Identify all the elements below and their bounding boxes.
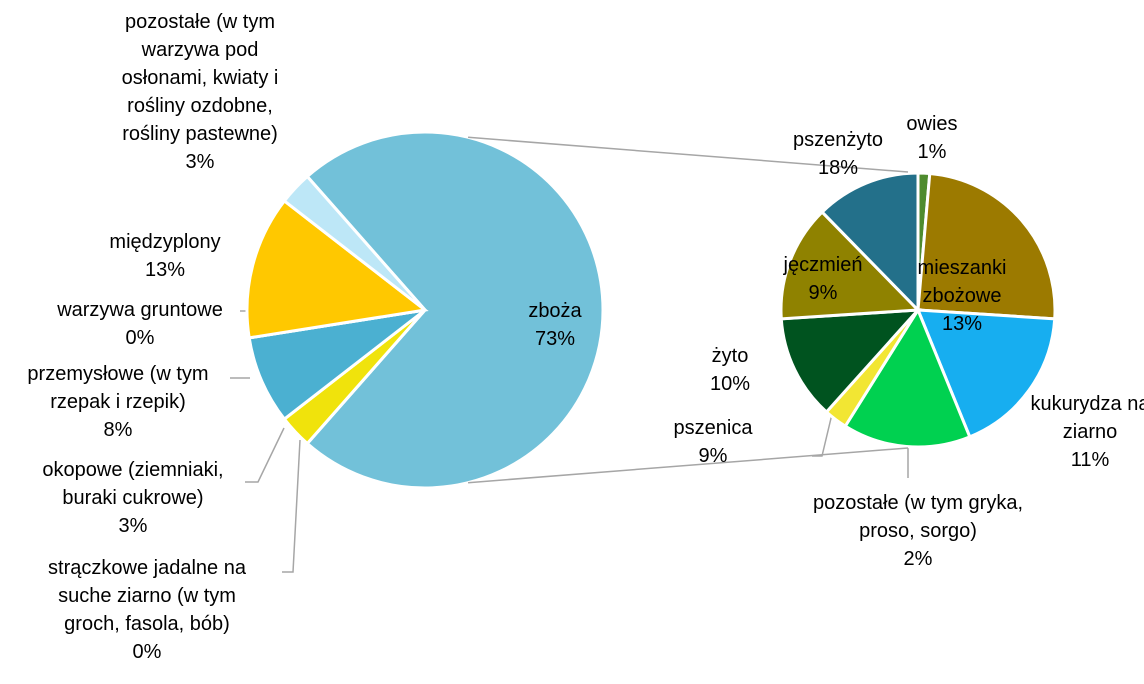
slice-label: zboża 73% — [495, 297, 615, 353]
pie-slice — [305, 130, 605, 490]
label-text: owies — [906, 113, 958, 135]
slice-label: międzyplony 13% — [85, 228, 245, 284]
slice-label: pszenżyto 18% — [788, 126, 888, 182]
label-text: żyto — [711, 345, 749, 367]
slice-label: pozostałe (w tym warzywa pod osłonami, k… — [100, 8, 300, 176]
label-text: zboża — [528, 300, 582, 322]
pie-slice — [843, 306, 972, 449]
slice-label: pozostałe (w tym gryka, proso, sorgo) 2% — [788, 489, 1048, 573]
pie-slice — [916, 171, 1057, 321]
label-text: 9% — [808, 282, 838, 304]
pie-slice — [820, 171, 920, 314]
label-text: pszenżyto — [792, 129, 884, 151]
label-text: 10% — [709, 373, 751, 395]
label-text: 3% — [118, 515, 148, 537]
label-text: okopowe (ziemniaki, buraki cukrowe) — [42, 459, 224, 509]
slice-label: kukurydza na ziarno 11% — [1030, 390, 1144, 474]
slice-label: jęczmień 9% — [783, 251, 863, 307]
leader-line — [282, 439, 301, 573]
pie-slice — [282, 174, 427, 312]
slice-label: pszenica 9% — [613, 414, 813, 470]
label-text: 2% — [903, 548, 933, 570]
label-text: przemysłowe (w tym rzepak i rzepik) — [27, 363, 209, 413]
pie-slice — [779, 209, 922, 321]
connector-line — [468, 136, 909, 173]
label-text: 13% — [941, 313, 983, 335]
label-text: 13% — [144, 259, 186, 281]
label-text: warzywa gruntowe — [57, 299, 223, 321]
leader-line — [245, 427, 285, 483]
pie-slice — [245, 198, 429, 340]
pie-slice — [779, 308, 922, 415]
slice-label: owies 1% — [892, 110, 972, 166]
label-text: 1% — [917, 141, 947, 163]
label-text: 11% — [1070, 449, 1110, 471]
slice-label: przemysłowe (w tym rzepak i rzepik) 8% — [3, 360, 233, 444]
connector-line — [468, 447, 909, 484]
label-text: pozostałe (w tym warzywa pod osłonami, k… — [121, 11, 279, 145]
label-text: 73% — [534, 328, 576, 350]
label-text: 18% — [817, 157, 859, 179]
label-text: pozostałe (w tym gryka, proso, sorgo) — [812, 492, 1024, 542]
label-text: 9% — [698, 445, 728, 467]
slice-label: strączkowe jadalne na suche ziarno (w ty… — [45, 554, 250, 666]
label-text: 8% — [103, 419, 133, 441]
slice-label: okopowe (ziemniaki, buraki cukrowe) 3% — [26, 456, 241, 540]
label-text: 0% — [132, 641, 162, 663]
label-text: kukurydza na ziarno — [1030, 393, 1144, 443]
label-text: mieszanki zbożowe — [917, 257, 1007, 307]
slice-label: żyto 10% — [675, 342, 785, 398]
label-text: międzyplony — [109, 231, 221, 253]
pie-slice — [247, 308, 426, 422]
pie-slice — [915, 308, 1057, 439]
slice-label: mieszanki zbożowe 13% — [907, 254, 1017, 338]
label-text: 3% — [185, 151, 215, 173]
leader-line — [812, 413, 833, 457]
label-text: jęczmień — [783, 254, 863, 276]
label-text: 0% — [125, 327, 155, 349]
slice-label: warzywa gruntowe 0% — [30, 296, 250, 352]
label-text: strączkowe jadalne na suche ziarno (w ty… — [48, 557, 246, 635]
label-text: pszenica — [673, 417, 753, 439]
